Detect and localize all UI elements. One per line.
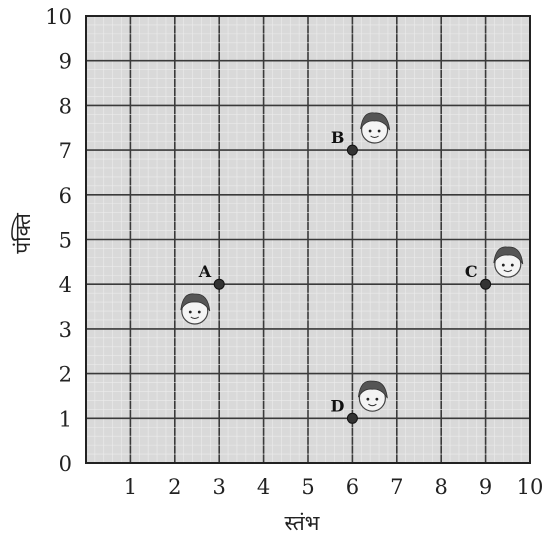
child-faces	[180, 112, 524, 412]
data-point-label: B	[331, 128, 345, 147]
child-face-icon	[180, 293, 211, 325]
y-tick-label: 8	[59, 94, 72, 118]
data-point-b	[346, 144, 358, 156]
y-tick-label: 0	[59, 452, 72, 476]
x-tick-label: 8	[435, 475, 448, 499]
data-points: A B C D	[198, 128, 492, 424]
child-face-icon	[360, 112, 390, 144]
x-tick-label: 3	[213, 475, 226, 499]
y-tick-label: 9	[59, 50, 72, 74]
x-tick-label: 6	[346, 475, 359, 499]
x-tick-label: 10	[517, 475, 544, 499]
data-point-label: D	[331, 396, 345, 415]
data-point-c	[480, 278, 492, 290]
data-point-label: C	[465, 262, 478, 281]
child-face-icon	[493, 246, 524, 278]
y-tick-label: 7	[59, 139, 72, 163]
child-face-icon	[357, 380, 388, 412]
x-axis-label: स्तंभ	[285, 511, 321, 535]
x-tick-label: 2	[168, 475, 181, 499]
y-tick-labels: 0 1 2 3 4 5 6 7 8 9 10	[45, 5, 72, 476]
x-tick-label: 1	[124, 475, 137, 499]
y-tick-label: 10	[45, 5, 72, 29]
x-tick-label: 4	[257, 475, 270, 499]
y-tick-label: 5	[59, 229, 72, 253]
y-tick-label: 6	[59, 184, 72, 208]
y-axis-label: पंक्ति	[11, 212, 35, 254]
x-tick-label: 5	[301, 475, 314, 499]
y-tick-label: 1	[59, 407, 72, 431]
x-tick-labels: 1 2 3 4 5 6 7 8 9 10	[124, 475, 544, 499]
x-tick-label: 9	[479, 475, 492, 499]
data-point-label: A	[198, 262, 212, 281]
plot-border	[85, 15, 531, 464]
y-tick-label: 2	[59, 363, 72, 387]
y-tick-label: 4	[59, 273, 72, 297]
grid-lines	[85, 15, 531, 464]
data-point-d	[346, 412, 358, 424]
x-tick-label: 7	[390, 475, 403, 499]
y-tick-label: 3	[59, 318, 72, 342]
data-point-a	[213, 278, 225, 290]
